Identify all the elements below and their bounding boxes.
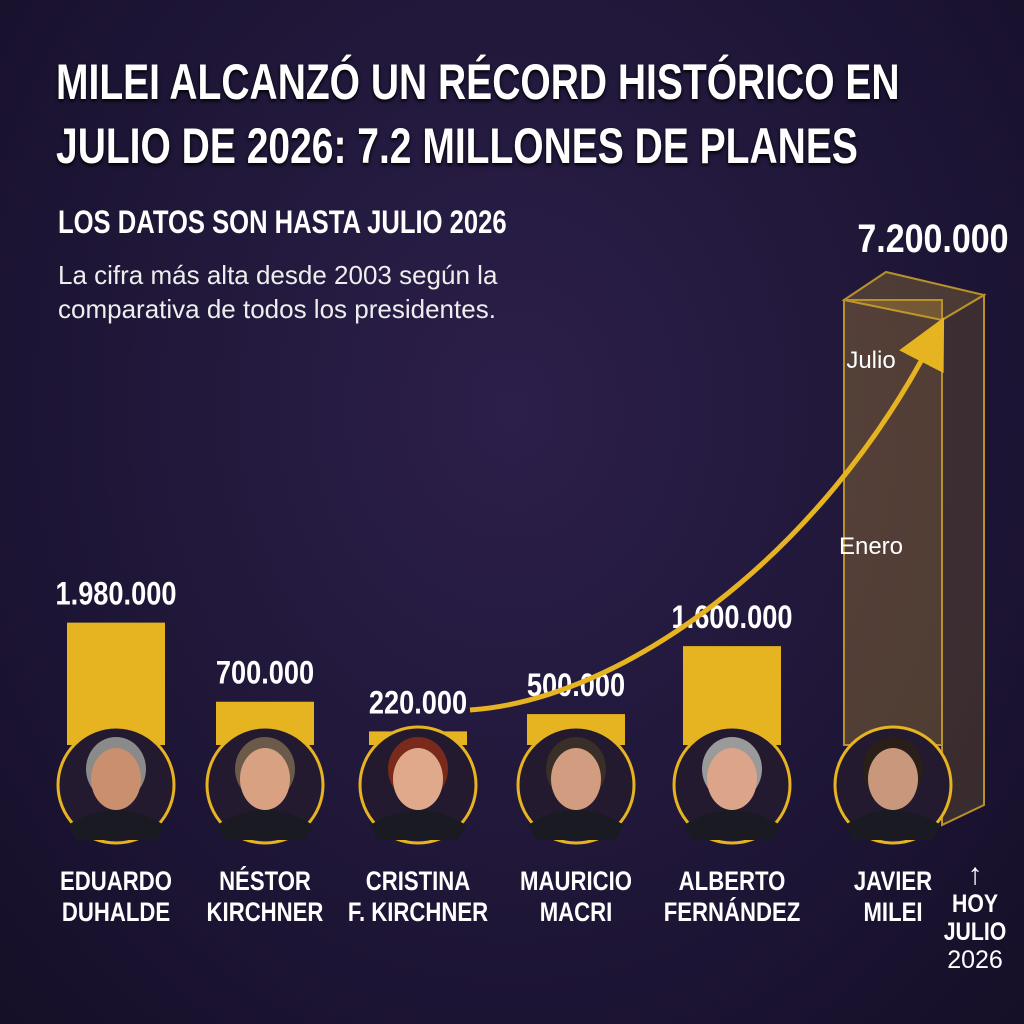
bar-side (941, 293, 985, 827)
portrait-face (240, 748, 290, 810)
portrait-face (551, 748, 601, 810)
portrait (516, 725, 636, 845)
portrait (833, 725, 953, 845)
category-label: JAVIER MILEI (853, 866, 933, 927)
portrait (56, 725, 176, 845)
category-label: EDUARDO DUHALDE (60, 866, 172, 927)
value-label: 700.000 (216, 656, 314, 692)
value-label: 1.600.000 (672, 600, 793, 636)
category-label: CRISTINA F. KIRCHNER (347, 866, 489, 927)
value-label: 1.980.000 (56, 577, 177, 613)
subtitle: LOS DATOS SON HASTA JULIO 2026 (58, 204, 507, 240)
category-label: NÉSTOR KIRCHNER (206, 866, 324, 927)
now-year: 2026 (947, 946, 1003, 974)
portrait-shoulders (370, 810, 466, 840)
portrait-face (91, 748, 141, 810)
value-label: 7.200.000 (857, 215, 1008, 260)
now-marker: ↑ HOY JULIO 2026 (920, 858, 1024, 975)
portrait (358, 725, 478, 845)
bar (843, 299, 943, 746)
now-label: HOY JULIO (943, 890, 1007, 946)
portrait-shoulders (684, 810, 780, 840)
category-label: ALBERTO FERNÁNDEZ (663, 866, 801, 927)
portrait-face (707, 748, 757, 810)
up-arrow: ↑ (967, 858, 983, 891)
annotation: Enero (839, 533, 903, 560)
trend-arrow (469, 317, 945, 713)
portrait-shoulders (528, 810, 624, 840)
chart-title: MILEI ALCANZÓ UN RÉCORD HISTÓRICO EN JUL… (56, 54, 900, 174)
note: La cifra más alta desde 2003 según la co… (58, 260, 498, 324)
value-label: 220.000 (369, 685, 467, 721)
portrait-shoulders (68, 810, 164, 840)
portrait-face (393, 748, 443, 810)
portrait (205, 725, 325, 845)
bar (67, 622, 165, 745)
portrait (672, 725, 792, 845)
portrait-shoulders (845, 810, 941, 840)
annotation: Julio (846, 347, 895, 374)
portrait-shoulders (217, 810, 313, 840)
portrait-face (868, 748, 918, 810)
category-label: MAURICIO MACRI (520, 866, 632, 927)
